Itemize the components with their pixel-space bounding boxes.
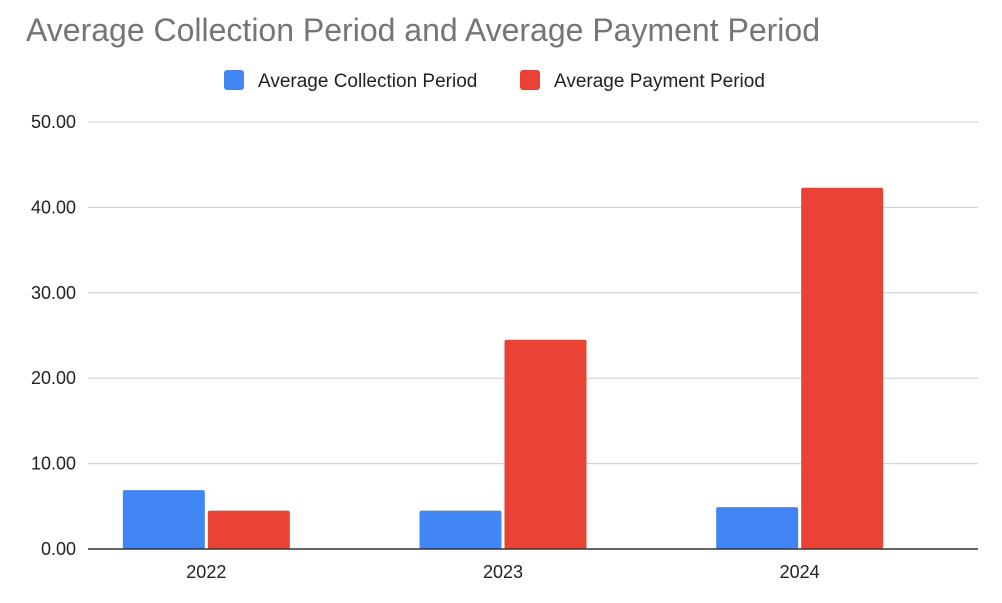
y-tick-label: 30.00: [31, 283, 76, 303]
y-tick-label: 20.00: [31, 368, 76, 388]
axes: 0.00 10.00 20.00 30.00 40.00 50.00 2022 2023 202…: [31, 112, 978, 582]
legend-label: Average Payment Period: [554, 71, 765, 92]
bar-average-collection-period-2024: [716, 507, 799, 549]
y-tick-label: 50.00: [31, 112, 76, 132]
x-tick-label: 2024: [780, 562, 820, 582]
legend: Average Collection Period Average Payment…: [224, 70, 765, 92]
legend-swatch: [224, 70, 244, 90]
bars: [122, 187, 884, 549]
y-tick-label: 10.00: [31, 454, 76, 474]
y-tick-label: 0.00: [41, 539, 76, 559]
bar-average-collection-period-2023: [419, 510, 502, 549]
legend-swatch: [520, 70, 540, 90]
legend-label: Average Collection Period: [258, 71, 477, 92]
x-tick-label: 2022: [186, 562, 226, 582]
y-tick-label: 40.00: [31, 197, 76, 217]
bar-average-payment-period-2023: [504, 339, 587, 549]
bar-average-payment-period-2024: [801, 187, 884, 549]
x-tick-label: 2023: [483, 562, 523, 582]
bar-average-payment-period-2022: [207, 510, 290, 549]
bar-average-collection-period-2022: [122, 490, 205, 549]
chart-title: Average Collection Period and Average Pa…: [26, 12, 820, 48]
